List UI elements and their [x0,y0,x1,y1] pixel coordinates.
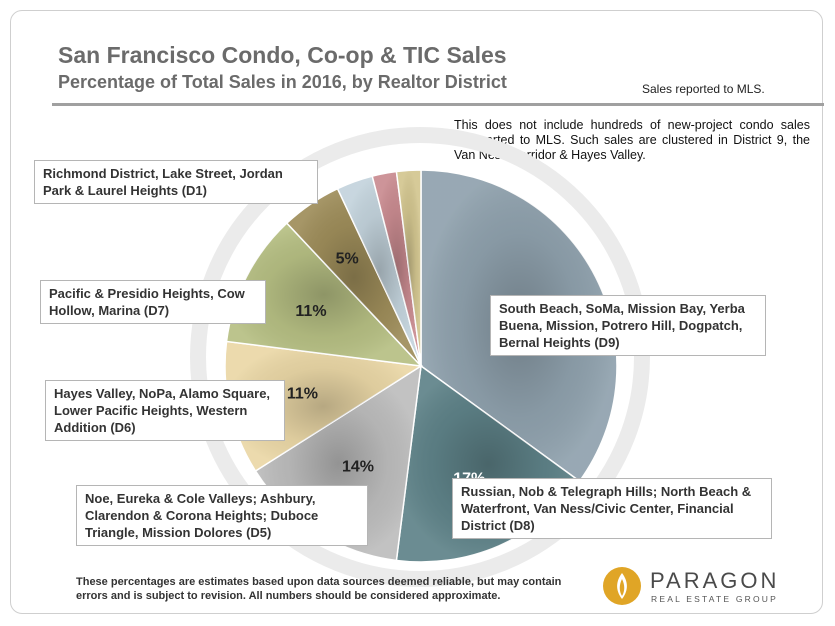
pie-percent-label: 5% [336,250,359,267]
watermark-ring [190,127,650,587]
logo-wordmark: PARAGON [650,568,780,593]
label-d5: Noe, Eureka & Cole Valleys; Ashbury, Cla… [76,485,368,546]
pie-slice-shading [226,223,421,366]
paragon-flame-icon [603,567,641,605]
footer-disclaimer: These percentages are estimates based up… [76,576,562,602]
label-d7: Pacific & Presidio Heights, Cow Hollow, … [40,280,266,324]
logo-tagline: REAL ESTATE GROUP [651,594,778,604]
title-divider [52,103,824,106]
pie-percent-label: 11% [287,386,318,403]
label-d6: Hayes Valley, NoPa, Alamo Square, Lower … [45,380,285,441]
pie-slice-shading [337,176,421,366]
chart-title: San Francisco Condo, Co-op & TIC Sales [58,42,507,68]
mls-note: Sales reported to MLS. [642,82,765,96]
pie-slice-shading [372,171,421,366]
chart-subtitle: Percentage of Total Sales in 2016, by Re… [58,72,507,92]
label-d8: Russian, Nob & Telegraph Hills; North Be… [452,478,772,539]
pie-percent-label: 14% [342,458,374,475]
label-d1: Richmond District, Lake Street, Jordan P… [34,160,318,204]
label-d9: South Beach, SoMa, Mission Bay, Yerba Bu… [490,295,766,356]
pie-slice-shading [396,170,421,366]
pie-percent-label: 11% [295,303,326,320]
pie-slice-shading [286,188,421,366]
paragon-logo: PARAGON REAL ESTATE GROUP [602,566,802,606]
